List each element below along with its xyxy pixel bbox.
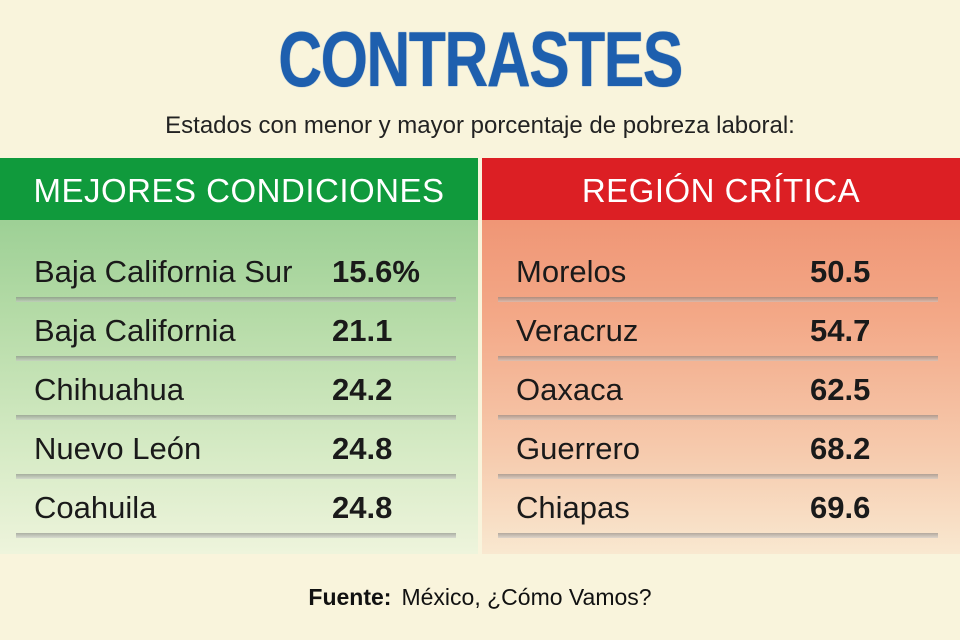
critical-region-panel: REGIÓN CRÍTICA Morelos 50.5 Veracruz 54.7 Oa… — [482, 158, 960, 554]
table-row: Morelos 50.5 — [498, 244, 938, 302]
state-name: Baja California Sur — [34, 254, 293, 289]
poverty-value: 24.8 — [332, 431, 393, 466]
table-row: Chihuahua 24.2 — [16, 362, 456, 420]
row-divider — [498, 356, 938, 361]
state-name: Morelos — [516, 254, 627, 289]
infographic-subtitle: Estados con menor y mayor porcentaje de … — [165, 112, 795, 139]
table-row: Baja California 21.1 — [16, 303, 456, 361]
row-divider — [16, 297, 456, 302]
row-divider — [16, 533, 456, 538]
source-text: México, ¿Cómo Vamos? — [401, 584, 652, 610]
poverty-value: 24.8 — [332, 490, 393, 525]
poverty-value: 50.5 — [810, 254, 871, 289]
poverty-value: 24.2 — [332, 372, 393, 407]
row-divider — [498, 415, 938, 420]
state-name: Veracruz — [516, 313, 639, 348]
state-name: Chihuahua — [34, 372, 184, 407]
poverty-value: 54.7 — [810, 313, 871, 348]
poverty-value: 21.1 — [332, 313, 393, 348]
poverty-value: 15.6% — [332, 254, 420, 289]
poverty-value: 62.5 — [810, 372, 871, 407]
row-divider — [498, 533, 938, 538]
state-name: Coahuila — [34, 490, 157, 525]
best-conditions-panel: MEJORES CONDICIONES Baja California Sur 1… — [0, 158, 478, 554]
table-row: Nuevo León 24.8 — [16, 421, 456, 479]
critical-region-header: REGIÓN CRÍTICA — [482, 158, 960, 220]
state-name: Chiapas — [516, 490, 630, 525]
table-row: Oaxaca 62.5 — [498, 362, 938, 420]
poverty-value: 68.2 — [810, 431, 871, 466]
best-conditions-header: MEJORES CONDICIONES — [0, 158, 478, 220]
row-divider — [16, 356, 456, 361]
table-row: Chiapas 69.6 — [498, 480, 938, 538]
source-label: Fuente: — [308, 584, 392, 610]
table-row: Veracruz 54.7 — [498, 303, 938, 361]
source-line: Fuente: México, ¿Cómo Vamos? — [0, 584, 960, 611]
infographic-title: CONTRASTES — [278, 15, 683, 103]
state-name: Baja California — [34, 313, 236, 348]
row-divider — [498, 474, 938, 479]
poverty-value: 69.6 — [810, 490, 871, 525]
row-divider — [16, 474, 456, 479]
state-name: Guerrero — [516, 431, 641, 466]
table-row: Baja California Sur 15.6% — [16, 244, 456, 302]
state-name: Oaxaca — [516, 372, 623, 407]
table-row: Guerrero 68.2 — [498, 421, 938, 479]
row-divider — [16, 415, 456, 420]
row-divider — [498, 297, 938, 302]
state-name: Nuevo León — [34, 431, 202, 466]
table-row: Coahuila 24.8 — [16, 480, 456, 538]
